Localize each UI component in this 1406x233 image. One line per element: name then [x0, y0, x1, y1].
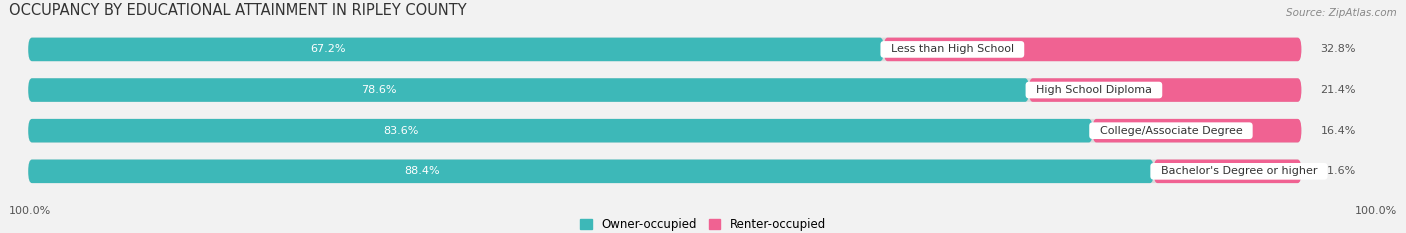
FancyBboxPatch shape: [28, 160, 1302, 183]
FancyBboxPatch shape: [28, 119, 1092, 142]
Text: OCCUPANCY BY EDUCATIONAL ATTAINMENT IN RIPLEY COUNTY: OCCUPANCY BY EDUCATIONAL ATTAINMENT IN R…: [10, 3, 467, 18]
FancyBboxPatch shape: [1029, 78, 1302, 102]
Text: 11.6%: 11.6%: [1320, 166, 1355, 176]
FancyBboxPatch shape: [28, 160, 1154, 183]
FancyBboxPatch shape: [28, 38, 884, 61]
FancyBboxPatch shape: [1092, 119, 1302, 142]
Text: 67.2%: 67.2%: [309, 45, 346, 55]
Text: 78.6%: 78.6%: [361, 85, 396, 95]
Text: College/Associate Degree: College/Associate Degree: [1092, 126, 1250, 136]
Text: 100.0%: 100.0%: [10, 206, 52, 216]
Text: 32.8%: 32.8%: [1320, 45, 1355, 55]
Text: Less than High School: Less than High School: [884, 45, 1021, 55]
Text: 83.6%: 83.6%: [382, 126, 419, 136]
Text: 16.4%: 16.4%: [1320, 126, 1355, 136]
Text: Bachelor's Degree or higher: Bachelor's Degree or higher: [1154, 166, 1324, 176]
Text: 100.0%: 100.0%: [1354, 206, 1396, 216]
Legend: Owner-occupied, Renter-occupied: Owner-occupied, Renter-occupied: [579, 218, 827, 231]
Text: High School Diploma: High School Diploma: [1029, 85, 1159, 95]
FancyBboxPatch shape: [28, 78, 1302, 102]
Text: Source: ZipAtlas.com: Source: ZipAtlas.com: [1286, 8, 1396, 18]
FancyBboxPatch shape: [884, 38, 1302, 61]
FancyBboxPatch shape: [1154, 160, 1302, 183]
Text: 88.4%: 88.4%: [405, 166, 440, 176]
FancyBboxPatch shape: [28, 119, 1302, 142]
FancyBboxPatch shape: [28, 78, 1029, 102]
Text: 21.4%: 21.4%: [1320, 85, 1355, 95]
FancyBboxPatch shape: [28, 38, 1302, 61]
